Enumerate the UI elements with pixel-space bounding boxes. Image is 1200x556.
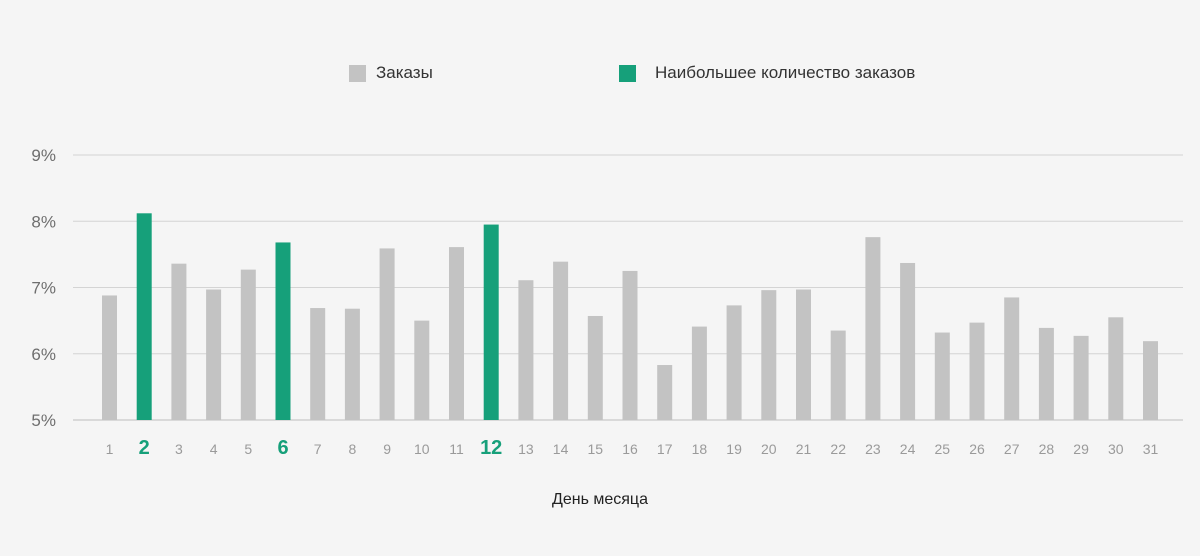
x-tick-label: 4 [210, 441, 218, 457]
bar [553, 261, 569, 420]
bar [240, 269, 256, 420]
bar [587, 315, 603, 420]
x-tick-label: 24 [900, 441, 916, 457]
x-tick-label: 31 [1143, 441, 1159, 457]
y-tick-label: 6% [31, 345, 56, 364]
y-tick-label: 9% [31, 146, 56, 165]
x-tick-label: 3 [175, 441, 183, 457]
bar [865, 237, 881, 420]
x-tick-label: 13 [518, 441, 534, 457]
x-tick-label: 29 [1073, 441, 1089, 457]
bar [275, 242, 291, 420]
x-tick-label: 21 [796, 441, 812, 457]
bar [1038, 327, 1054, 420]
bar [830, 330, 846, 420]
x-tick-label: 26 [969, 441, 985, 457]
x-axis-title: День месяца [552, 491, 648, 508]
legend-item-orders: Заказы [349, 61, 433, 85]
bar [1073, 335, 1089, 420]
y-tick-label: 8% [31, 212, 56, 231]
bar [761, 290, 777, 420]
bar [206, 289, 222, 420]
x-tick-label: 1 [106, 441, 114, 457]
bar [1143, 341, 1158, 420]
bar [726, 305, 742, 420]
legend-label-orders: Заказы [376, 63, 433, 82]
bar [657, 365, 673, 420]
bar [310, 308, 326, 420]
x-tick-label: 5 [244, 441, 252, 457]
x-tick-label: 17 [657, 441, 673, 457]
bar [414, 320, 430, 420]
bar [102, 295, 117, 420]
bar [379, 248, 395, 420]
bar [900, 262, 916, 420]
x-tick-label: 23 [865, 441, 881, 457]
x-tick-label: 30 [1108, 441, 1124, 457]
x-tick-label: 10 [414, 441, 430, 457]
bar [1004, 297, 1020, 420]
y-tick-label: 7% [31, 279, 56, 298]
bar [1108, 317, 1124, 420]
bar [518, 280, 534, 420]
x-tick-label: 28 [1039, 441, 1055, 457]
bar [796, 289, 811, 420]
x-tick-label: 20 [761, 441, 777, 457]
y-tick-label: 5% [31, 411, 56, 430]
bar [171, 263, 187, 420]
bar [136, 213, 152, 420]
x-tick-label: 22 [830, 441, 846, 457]
bar [934, 332, 950, 420]
x-tick-label: 11 [449, 441, 464, 457]
x-tick-label: 15 [588, 441, 604, 457]
bar [969, 322, 985, 420]
x-tick-label: 18 [692, 441, 708, 457]
x-tick-label: 25 [935, 441, 951, 457]
x-tick-label: 14 [553, 441, 569, 457]
x-tick-label: 12 [480, 437, 502, 459]
x-tick-label: 7 [314, 441, 322, 457]
x-tick-label: 19 [726, 441, 742, 457]
bar [691, 326, 707, 420]
x-tick-label: 27 [1004, 441, 1020, 457]
legend-item-top-orders: Наибольшее количество заказов [619, 61, 915, 85]
legend-label-top-orders: Наибольшее количество заказов [655, 63, 916, 82]
bar [449, 247, 464, 420]
x-tick-label: 6 [277, 437, 288, 459]
x-tick-label: 16 [622, 441, 638, 457]
legend-swatch-top-orders [619, 64, 636, 82]
x-tick-label: 2 [139, 437, 150, 459]
bar [344, 308, 360, 420]
legend-swatch-orders [349, 64, 366, 82]
legend: Заказы Наибольшее количество заказов [0, 61, 1200, 85]
x-tick-label: 9 [383, 441, 391, 457]
bar [622, 270, 638, 420]
x-tick-label: 8 [349, 441, 357, 457]
bar [483, 224, 499, 420]
